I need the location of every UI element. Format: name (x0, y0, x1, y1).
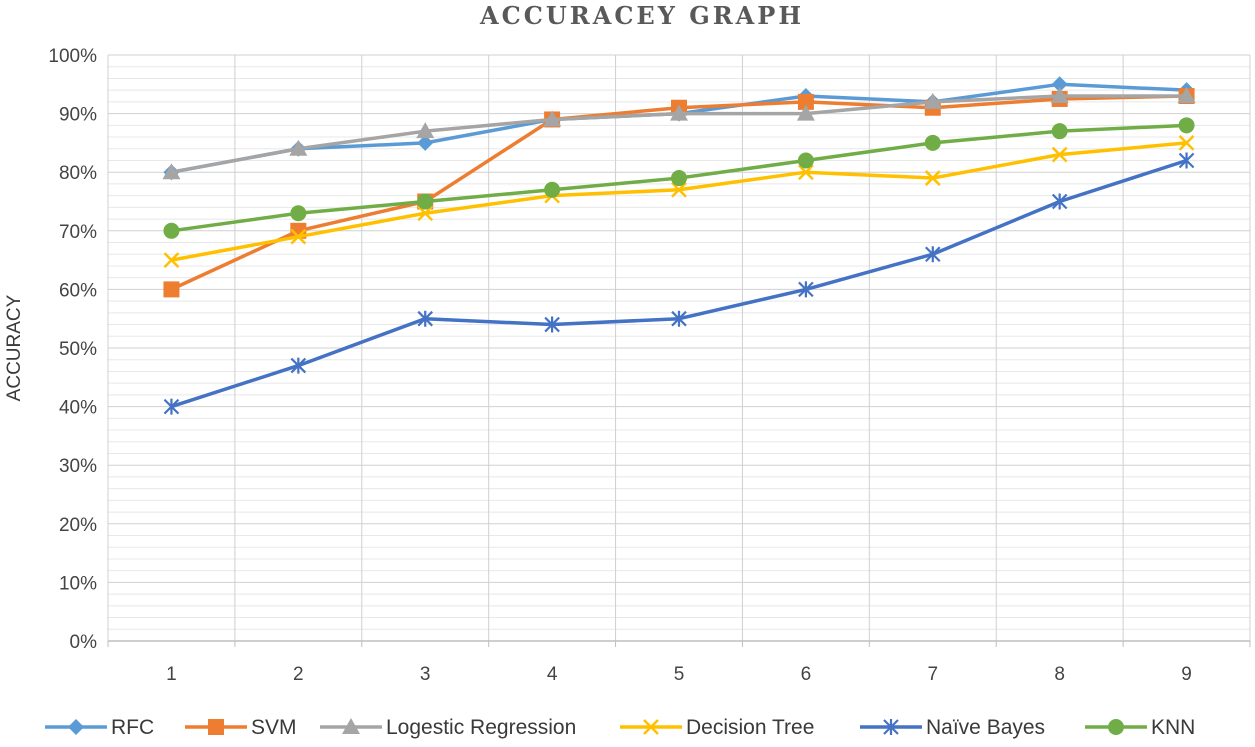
x-tick-label: 4 (547, 664, 558, 685)
data-point (544, 181, 561, 198)
data-point (289, 139, 308, 156)
y-tick-label: 80% (59, 163, 97, 184)
legend-item: Logestic Regression (320, 716, 576, 739)
data-point (543, 110, 562, 127)
data-point (417, 310, 433, 327)
legend-item: RFC (45, 716, 154, 739)
data-point (798, 281, 814, 298)
legend-marker (208, 719, 224, 735)
data-point (924, 170, 941, 186)
y-tick-label: 90% (59, 105, 97, 126)
x-tick-label: 7 (927, 664, 938, 685)
legend: RFC SVM Logestic Regression Decision Tree Na… (45, 716, 1195, 739)
data-point (163, 252, 180, 268)
y-tick-label: 0% (70, 632, 98, 653)
data-point (671, 310, 687, 327)
y-tick-label: 100% (48, 46, 97, 67)
y-tick-label: 20% (59, 515, 97, 536)
series-layer (162, 76, 1196, 415)
series-2 (162, 87, 1196, 180)
data-point (162, 163, 181, 180)
series-4 (163, 152, 1195, 415)
x-tick-label: 6 (801, 664, 812, 685)
grid-layer (107, 54, 1251, 647)
data-point (163, 222, 180, 239)
data-point (671, 170, 687, 187)
data-point (1051, 193, 1068, 210)
y-tick-label: 60% (59, 280, 97, 301)
data-point (1051, 76, 1068, 93)
data-point (798, 164, 814, 181)
legend-item: SVM (185, 716, 297, 739)
y-axis-label: ACCURACY (4, 294, 25, 401)
data-point (925, 246, 941, 263)
chart-title: ACCURACEY GRAPH (479, 1, 804, 30)
y-tick-label: 40% (59, 398, 97, 419)
y-tick-label: 10% (59, 573, 97, 594)
data-point (544, 316, 560, 333)
data-point (1178, 135, 1195, 151)
data-point (1178, 117, 1195, 134)
legend-item: Naïve Bayes (860, 716, 1045, 739)
y-tick-label: 30% (59, 456, 97, 477)
legend-marker (1108, 719, 1124, 735)
data-point (163, 281, 180, 298)
data-point (796, 104, 815, 121)
x-tick-label: 2 (293, 664, 304, 685)
x-tick-label: 8 (1054, 664, 1065, 685)
data-point (163, 398, 180, 415)
legend-marker (342, 718, 360, 734)
data-point (671, 181, 687, 198)
data-point (1050, 87, 1069, 104)
data-point (1051, 123, 1068, 140)
data-point (670, 104, 688, 121)
data-point (1178, 152, 1195, 169)
data-point (797, 152, 814, 169)
legend-label: RFC (111, 716, 154, 739)
legend-marker (883, 719, 899, 735)
x-tick-label: 3 (420, 664, 431, 685)
data-point (416, 122, 435, 139)
data-point (1177, 87, 1196, 104)
legend-label: KNN (1151, 716, 1195, 739)
legend-label: Logestic Regression (386, 716, 576, 739)
data-point (797, 93, 814, 110)
x-tick-label: 9 (1181, 664, 1192, 685)
y-tick-label: 70% (59, 222, 97, 243)
data-point (290, 205, 307, 222)
y-tick-label: 50% (59, 339, 97, 360)
tick-layer: 0% 10% 20% 30% 40% 50% 60% 70% 80% 90% 100% 1 2 3 4 5 6 7… (48, 46, 1191, 685)
legend-item: Decision Tree (620, 716, 814, 739)
data-point (290, 228, 307, 245)
data-point (1051, 146, 1068, 163)
data-point (923, 92, 942, 109)
data-point (417, 205, 434, 222)
legend-item: KNN (1085, 716, 1195, 739)
data-point (290, 357, 307, 374)
legend-marker (643, 719, 659, 735)
series-5 (163, 117, 1195, 239)
data-point (417, 193, 434, 210)
x-tick-label: 1 (166, 664, 177, 685)
x-tick-label: 5 (674, 664, 685, 685)
legend-label: SVM (251, 716, 297, 739)
legend-label: Naïve Bayes (926, 716, 1045, 739)
series-0 (163, 76, 1195, 181)
series-line (170, 158, 1188, 409)
series-3 (163, 135, 1195, 268)
data-point (417, 134, 434, 151)
legend-label: Decision Tree (686, 716, 814, 739)
data-point (924, 134, 941, 151)
legend-marker (68, 719, 84, 735)
